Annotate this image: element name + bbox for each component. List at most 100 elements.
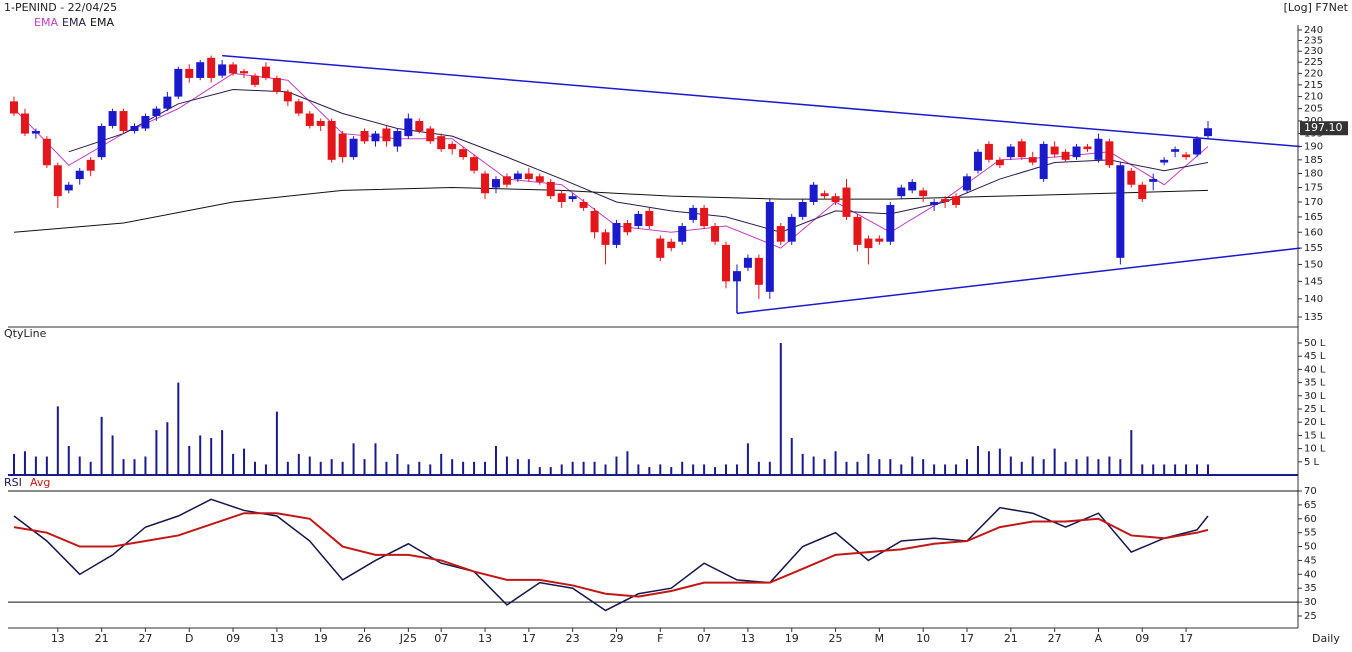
candle-body xyxy=(1203,128,1212,137)
y-tick-label: 225 xyxy=(1304,57,1323,68)
candle-body xyxy=(513,173,522,180)
volume-bar xyxy=(385,461,388,475)
volume-bar xyxy=(418,461,421,475)
candle-body xyxy=(415,120,424,132)
volume-bar xyxy=(1119,459,1122,475)
volume-bar xyxy=(232,453,235,475)
x-tick-label: 13 xyxy=(478,632,492,645)
candle-body xyxy=(897,187,906,197)
volume-bar xyxy=(1053,448,1056,475)
y-tick-label: 45 L xyxy=(1304,351,1326,362)
y-tick-label: 150 xyxy=(1304,259,1323,270)
y-tick-label: 30 xyxy=(1304,597,1317,608)
volume-bar xyxy=(462,461,465,475)
x-tick-label: 21 xyxy=(95,632,109,645)
candle-body xyxy=(535,176,544,182)
candle-body xyxy=(1127,170,1136,185)
candle-body xyxy=(612,222,621,245)
x-tick-label: 13 xyxy=(51,632,65,645)
x-tick-label: J25 xyxy=(399,632,417,645)
y-tick-label: 165 xyxy=(1304,212,1323,223)
volume-bar xyxy=(429,464,432,475)
candle-body xyxy=(1017,141,1026,158)
candle-body xyxy=(1061,151,1070,160)
candle-body xyxy=(678,226,687,242)
volume-bar xyxy=(867,453,870,475)
volume-bar xyxy=(1206,464,1209,475)
y-tick-label: 220 xyxy=(1304,68,1323,79)
candle-body xyxy=(1083,146,1092,150)
volume-bar xyxy=(177,382,180,475)
candle-body xyxy=(1138,184,1147,200)
candle-body xyxy=(1006,146,1015,158)
y-tick-label: 145 xyxy=(1304,276,1323,287)
volume-bar xyxy=(133,459,136,475)
volume-bar xyxy=(13,453,15,475)
y-tick-label: 180 xyxy=(1304,169,1323,180)
volume-bar xyxy=(933,464,936,475)
candle-body xyxy=(349,138,358,158)
volume-bar xyxy=(210,438,213,475)
y-tick-label: 135 xyxy=(1304,312,1323,323)
y-tick-label: 205 xyxy=(1304,104,1323,115)
x-tick-label: 17 xyxy=(960,632,974,645)
volume-bar xyxy=(188,445,191,475)
candle-body xyxy=(732,271,741,282)
x-tick-label: 07 xyxy=(697,632,711,645)
x-tick-label: 19 xyxy=(785,632,799,645)
volume-bar xyxy=(812,456,815,475)
candle-body xyxy=(261,66,270,78)
candle-body xyxy=(623,222,632,233)
y-tick-label: 15 L xyxy=(1304,430,1326,441)
candle-body xyxy=(272,77,281,92)
x-tick-label: 17 xyxy=(1179,632,1193,645)
x-tick-label: 21 xyxy=(1004,632,1018,645)
y-tick-label: 70 xyxy=(1304,486,1317,497)
y-tick-label: 40 L xyxy=(1304,364,1326,375)
candle-body xyxy=(601,232,610,245)
candle-body xyxy=(42,138,51,166)
volume-bar xyxy=(319,461,322,475)
volume-bar xyxy=(1086,456,1089,475)
y-tick-label: 30 L xyxy=(1304,391,1326,402)
volume-bar xyxy=(253,461,256,475)
trendline xyxy=(736,247,1301,315)
volume-bar xyxy=(648,467,651,475)
candle-body xyxy=(338,133,347,158)
volume-bar xyxy=(714,467,717,475)
volume-bar xyxy=(243,448,246,475)
candle-body xyxy=(382,128,391,142)
x-tick-label: 26 xyxy=(358,632,372,645)
volume-bar xyxy=(45,456,48,475)
candle-body xyxy=(995,159,1004,166)
x-tick-label: 10 xyxy=(916,632,930,645)
volume-bar xyxy=(571,461,574,475)
volume-bar xyxy=(845,461,848,475)
candle-body xyxy=(1182,154,1191,158)
y-tick-label: 35 xyxy=(1304,583,1317,594)
rsi-line xyxy=(13,498,1209,612)
volume-bar xyxy=(965,459,968,475)
volume-bar xyxy=(166,422,169,475)
candle-body xyxy=(229,64,238,74)
volume-bar xyxy=(199,435,202,475)
y-tick-label: 25 L xyxy=(1304,404,1326,415)
candle-body xyxy=(820,193,829,197)
volume-bar xyxy=(23,451,26,475)
y-tick-label: 5 L xyxy=(1304,457,1320,468)
candle-body xyxy=(75,170,84,180)
candle-body xyxy=(1193,138,1202,155)
volume-bar xyxy=(834,451,837,475)
candle-body xyxy=(590,210,599,233)
y-tick-label: 215 xyxy=(1304,80,1323,91)
volume-bar xyxy=(922,459,925,475)
volume-bar xyxy=(1064,461,1067,475)
candle-body xyxy=(283,91,292,102)
volume-bar xyxy=(779,343,782,475)
volume-bar xyxy=(582,461,585,475)
x-tick-label: 13 xyxy=(270,632,284,645)
volume-bar xyxy=(593,461,596,475)
x-tick-label: 09 xyxy=(226,632,240,645)
volume-bar xyxy=(604,464,607,475)
y-tick-label: 45 xyxy=(1304,555,1317,566)
